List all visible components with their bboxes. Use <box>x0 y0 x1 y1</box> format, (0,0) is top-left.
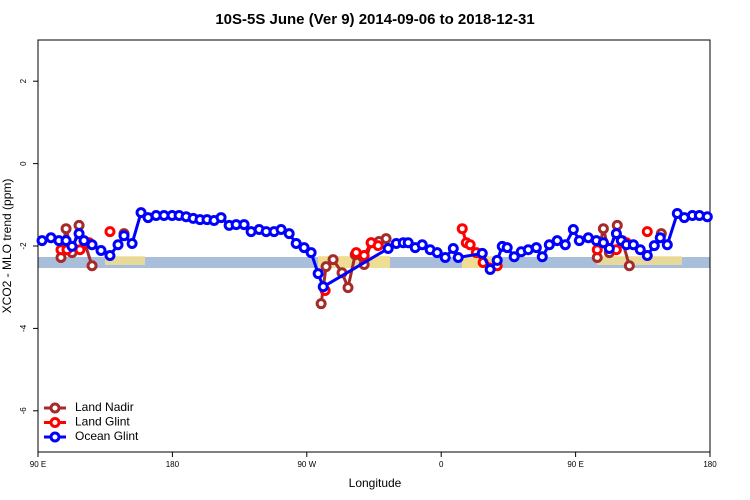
point <box>551 235 563 247</box>
point <box>298 242 310 254</box>
chart-title: 10S-5S June (Ver 9) 2014-09-06 to 2018-1… <box>215 11 534 28</box>
point <box>431 247 443 259</box>
point <box>623 260 635 272</box>
x-tick-label: 90 E <box>30 460 46 469</box>
point <box>312 268 324 280</box>
point <box>491 254 503 266</box>
point <box>641 226 653 238</box>
point <box>342 282 354 294</box>
point <box>95 245 107 257</box>
y-tick-label: -2 <box>19 242 28 250</box>
point <box>536 251 548 263</box>
point <box>104 249 116 261</box>
point <box>661 239 673 251</box>
land-patch <box>597 256 682 265</box>
x-axis-label: Longitude <box>349 476 402 490</box>
point <box>238 219 250 231</box>
point <box>290 238 302 250</box>
point <box>610 228 622 240</box>
point <box>305 247 317 259</box>
legend-marker <box>49 431 61 443</box>
point <box>501 242 513 254</box>
point <box>476 247 488 259</box>
legend-label: Ocean Glint <box>75 429 139 443</box>
point <box>317 281 329 293</box>
point <box>118 230 130 242</box>
point <box>567 224 579 236</box>
point <box>104 226 116 238</box>
point <box>86 239 98 251</box>
point <box>456 223 468 235</box>
x-tick-label: 90 W <box>297 460 316 469</box>
point <box>358 249 370 261</box>
point <box>402 237 414 249</box>
point <box>452 252 464 264</box>
point <box>641 249 653 261</box>
point <box>559 239 571 251</box>
point <box>654 232 666 244</box>
legend-label: Land Nadir <box>75 400 134 414</box>
x-tick-label: 180 <box>703 460 717 469</box>
y-axis-label: XCO2 - MLO trend (ppm) <box>0 179 14 314</box>
legend-label: Land Glint <box>75 415 130 429</box>
point <box>382 242 394 254</box>
x-tick-label: 0 <box>439 460 444 469</box>
point <box>327 254 339 266</box>
point <box>283 228 295 240</box>
point <box>380 233 392 245</box>
y-tick-label: -6 <box>19 407 28 415</box>
point <box>36 235 48 247</box>
point <box>66 240 78 252</box>
point <box>126 238 138 250</box>
point <box>60 223 72 235</box>
y-tick-label: -4 <box>19 324 28 332</box>
point <box>78 235 90 247</box>
x-tick-label: 90 E <box>567 460 583 469</box>
point <box>530 242 542 254</box>
point <box>112 239 124 251</box>
land-patch <box>105 256 145 265</box>
point <box>135 207 147 219</box>
legend-marker <box>49 402 61 414</box>
point <box>86 260 98 272</box>
point <box>543 239 555 251</box>
legend-marker <box>49 417 61 428</box>
y-tick-label: 2 <box>19 78 28 83</box>
point <box>439 252 451 264</box>
point <box>597 223 609 235</box>
point <box>701 211 713 223</box>
point <box>603 242 615 254</box>
point <box>447 242 459 254</box>
point <box>320 261 332 273</box>
y-tick-label: 0 <box>19 161 28 166</box>
point <box>464 239 476 251</box>
point <box>627 239 639 251</box>
point <box>73 228 85 240</box>
x-tick-label: 180 <box>166 460 180 469</box>
point <box>484 263 496 275</box>
point <box>573 235 585 247</box>
point <box>275 224 287 236</box>
point <box>215 212 227 224</box>
point <box>611 219 623 231</box>
point <box>372 240 384 252</box>
point <box>315 298 327 310</box>
point <box>416 239 428 251</box>
point <box>634 244 646 256</box>
point <box>508 251 520 263</box>
point <box>648 240 660 252</box>
